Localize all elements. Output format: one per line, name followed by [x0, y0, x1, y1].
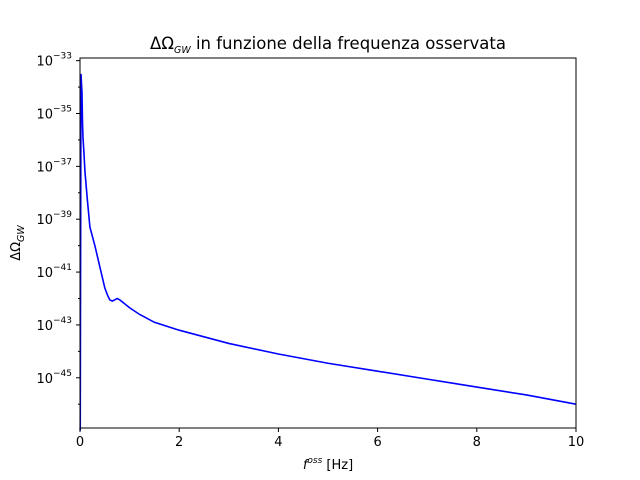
y-tick-label: 10−45: [36, 369, 72, 387]
x-tick-label: 4: [274, 435, 282, 450]
chart-title: ΔΩGW in funzione della frequenza osserva…: [150, 34, 506, 56]
y-tick-label: 10−35: [36, 105, 72, 123]
series-line-0: [79, 73, 577, 431]
x-tick-label: 0: [76, 435, 84, 450]
x-tick-label: 8: [473, 435, 481, 450]
y-tick-label: 10−41: [36, 263, 72, 281]
x-axis: 0 2 4 6 8 10: [76, 428, 584, 450]
y-tick-label: 10−43: [36, 316, 72, 334]
plot-area: [79, 73, 577, 431]
y-tick-label: 10−33: [36, 52, 72, 70]
plot-frame: [79, 57, 577, 429]
y-tick-label: 10−39: [36, 210, 72, 228]
x-tick-label: 10: [568, 435, 585, 450]
x-tick-label: 6: [373, 435, 381, 450]
y-tick-label: 10−37: [36, 157, 72, 175]
x-axis-label: foss [Hz]: [303, 456, 353, 473]
y-axis-label: ΔΩGW: [9, 225, 27, 261]
x-tick-label: 2: [175, 435, 183, 450]
y-axis: 10−33 10−35 10−37 10−39 10−41 10−43 10−45: [36, 52, 80, 405]
